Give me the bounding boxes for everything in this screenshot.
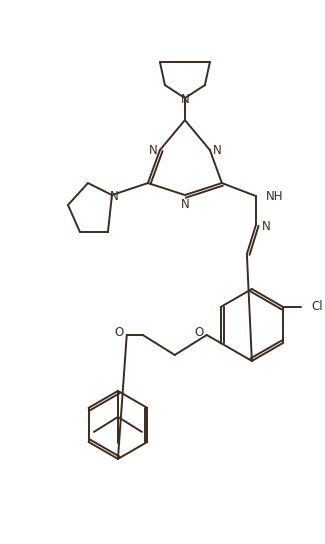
Text: N: N <box>180 197 189 211</box>
Text: N: N <box>213 144 221 157</box>
Text: N: N <box>110 189 118 202</box>
Text: NH: NH <box>266 189 283 202</box>
Text: N: N <box>262 220 271 232</box>
Text: N: N <box>149 144 157 157</box>
Text: O: O <box>114 326 124 339</box>
Text: Cl: Cl <box>311 300 323 313</box>
Text: N: N <box>180 92 189 106</box>
Text: O: O <box>194 326 203 339</box>
